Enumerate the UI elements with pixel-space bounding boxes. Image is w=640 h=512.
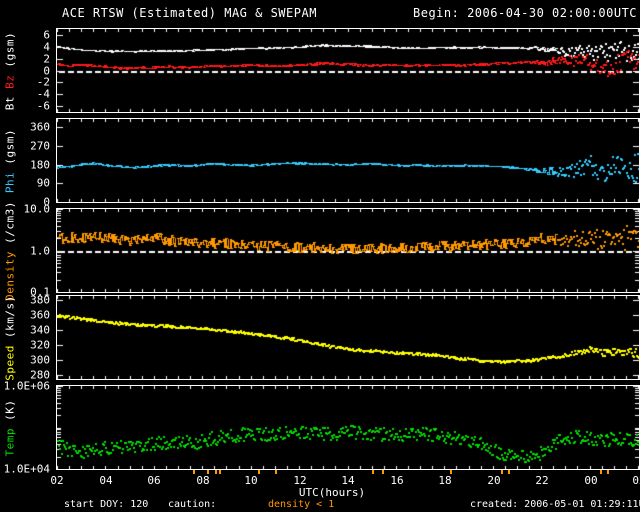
ytick-label: 4 (43, 40, 50, 54)
xtick-label: 14 (341, 474, 355, 487)
footer-created: created: 2006-05-01 01:29:11UTC (470, 499, 640, 510)
xtick-label: 20 (487, 474, 501, 487)
plot-canvas-temp (57, 386, 639, 469)
footer-caution-value: density < 1 (268, 499, 335, 510)
plot-canvas-density (57, 209, 639, 292)
panel-bt-bz (56, 28, 640, 113)
ytick-label: 90 (36, 176, 50, 190)
ytick-labels-speed: 380 360 340 320 300 280 (4, 293, 50, 382)
ytick-label: 0.1 (30, 285, 50, 299)
caution-tick-mark (600, 470, 602, 474)
panel-temp (56, 385, 640, 470)
ytick-label: 380 (30, 293, 50, 307)
ytick-label: 0 (43, 64, 50, 78)
plot-canvas-speed (57, 296, 639, 379)
xtick-label: 18 (438, 474, 452, 487)
panel-phi (56, 118, 640, 203)
xaxis-caption: UTC(hours) (0, 486, 640, 499)
ytick-label: 2 (43, 52, 50, 66)
ytick-label: -2 (36, 75, 50, 89)
ytick-label: 360 (30, 308, 50, 322)
ytick-label: 320 (30, 338, 50, 352)
ytick-label: 1.0E+06 (3, 379, 50, 393)
xtick-label: 16 (390, 474, 404, 487)
caution-tick-mark (215, 470, 217, 474)
ytick-label: 340 (30, 323, 50, 337)
xtick-label: 10 (244, 474, 258, 487)
plot-canvas-bt-bz (57, 29, 639, 112)
xtick-labels: 02 04 06 08 10 12 14 16 18 20 22 00 02 (50, 474, 640, 488)
xaxis-caption-text: UTC(hours) (298, 486, 366, 499)
header: ACE RTSW (Estimated) MAG & SWEPAM Begin:… (0, 6, 640, 24)
footer: start DOY: 120 caution: density < 1 crea… (0, 499, 640, 511)
caution-tick-mark (207, 470, 209, 474)
ytick-label: -4 (36, 87, 50, 101)
ytick-label: 270 (30, 139, 50, 153)
caution-tick-mark (607, 470, 609, 474)
caution-tick-mark (258, 470, 260, 474)
ytick-labels-bt-bz: 6 4 2 0 -2 -4 -6 (4, 28, 50, 113)
caution-tick-mark (275, 470, 277, 474)
ytick-labels-density: 10.0 1.0 0.1 (4, 204, 51, 298)
page-title: ACE RTSW (Estimated) MAG & SWEPAM (62, 6, 317, 20)
footer-start-doy: start DOY: 120 (64, 499, 149, 510)
ytick-label: 280 (30, 368, 50, 382)
xtick-label: 02 (50, 474, 64, 487)
begin-timestamp: Begin: 2006-04-30 02:00:00UTC (413, 6, 638, 20)
caution-tick-mark (219, 470, 221, 474)
caution-tick-mark (501, 470, 503, 474)
xtick-label: 08 (196, 474, 210, 487)
caution-tick-mark (450, 470, 452, 474)
ytick-label: 1.0E+04 (3, 462, 50, 476)
xtick-label: 04 (99, 474, 113, 487)
ytick-label: 10.0 (23, 202, 51, 216)
caution-tick-mark (193, 470, 195, 474)
xtick-label: 02 (632, 474, 640, 487)
ytick-label: 0 (43, 195, 50, 209)
xtick-label: 00 (584, 474, 598, 487)
xtick-label: 22 (535, 474, 549, 487)
xtick-label: 12 (293, 474, 307, 487)
panel-density (56, 208, 640, 293)
ytick-label: 1.0 (30, 244, 50, 258)
ytick-labels-phi: 360 270 180 90 0 (4, 118, 50, 208)
ytick-label: 180 (30, 158, 50, 172)
xtick-label: 06 (147, 474, 161, 487)
caution-tick-mark (372, 470, 374, 474)
ytick-label: 300 (30, 353, 50, 367)
footer-caution-label: caution: (168, 499, 217, 510)
ytick-label: 360 (30, 120, 50, 134)
panel-speed (56, 295, 640, 380)
ytick-labels-temp: 1.0E+06 1.0E+04 (4, 381, 50, 475)
caution-tick-mark (382, 470, 384, 474)
ytick-label: -6 (36, 99, 50, 113)
plot-canvas-phi (57, 119, 639, 202)
ytick-label: 6 (43, 28, 50, 42)
caution-tick-mark (508, 470, 510, 474)
